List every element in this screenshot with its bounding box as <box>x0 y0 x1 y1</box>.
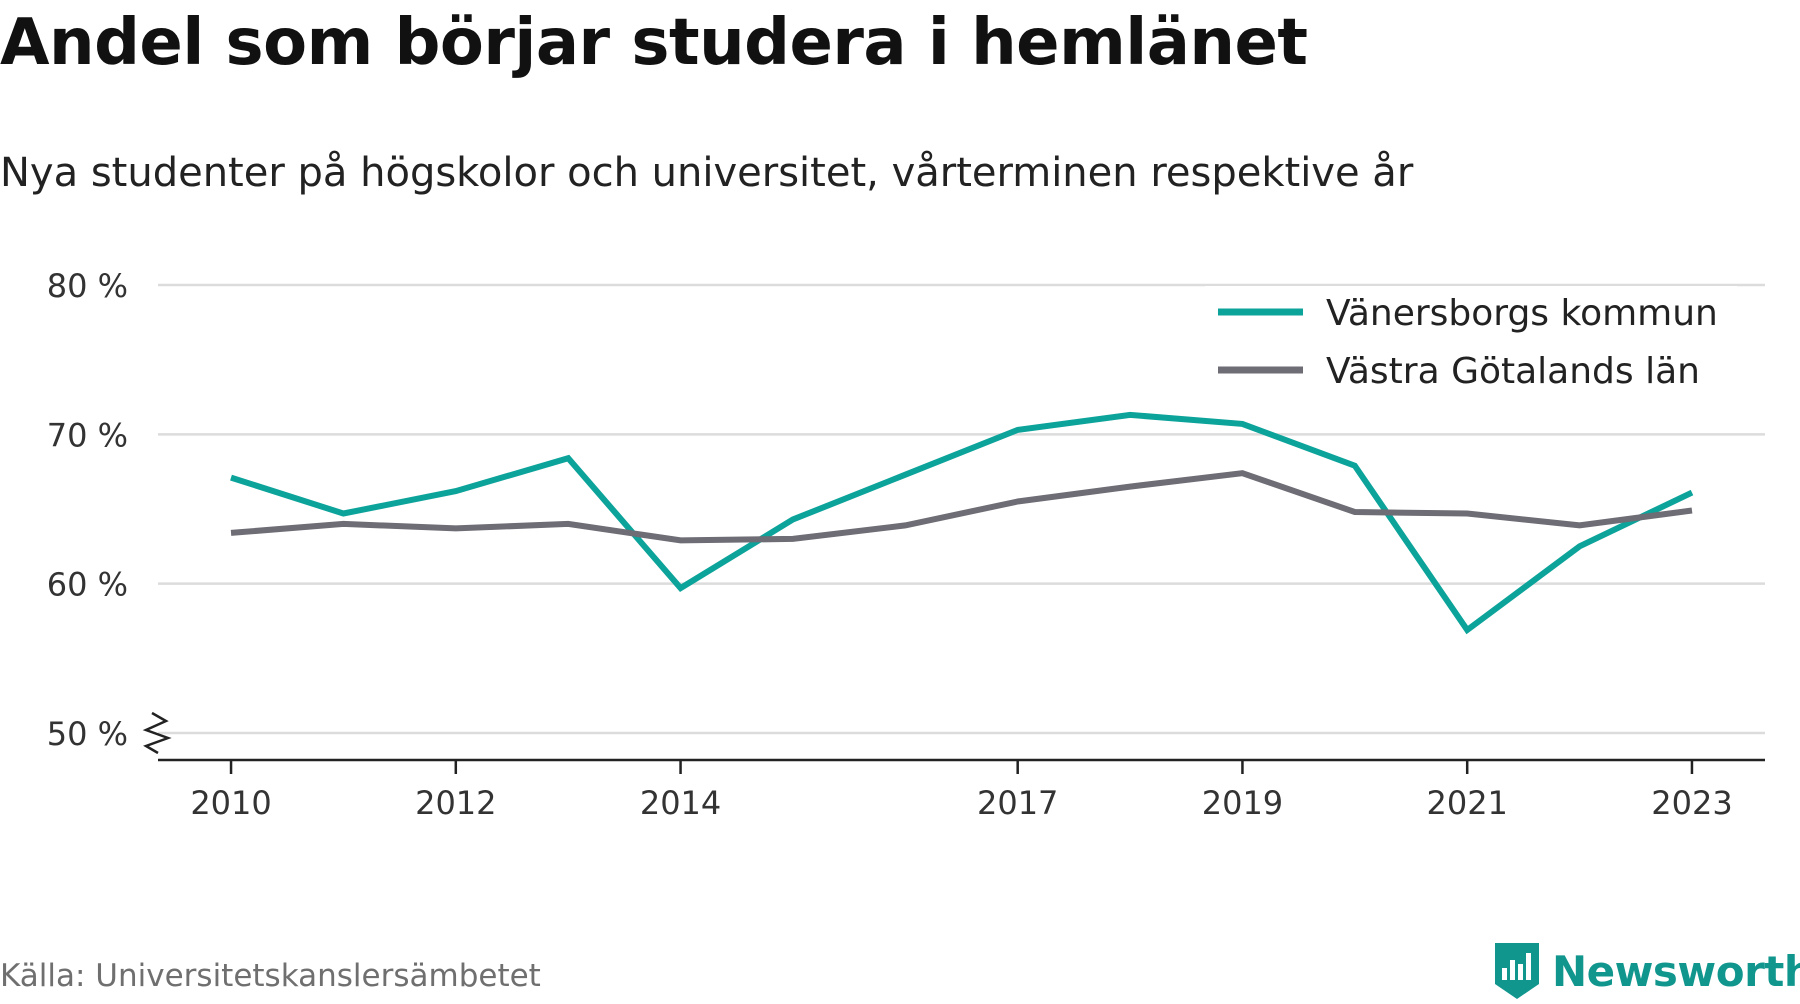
legend-label: Västra Götalands län <box>1326 351 1700 392</box>
x-tick-label: 2019 <box>1202 784 1283 822</box>
series-line-1 <box>230 470 1693 544</box>
x-tick-label: 2023 <box>1651 784 1732 822</box>
chart-title: Andel som börjar studera i hemlänet <box>0 6 1308 80</box>
series-lines <box>230 411 1694 635</box>
axis-break-icon <box>142 711 172 755</box>
x-tick-label: 2021 <box>1426 784 1507 822</box>
newsworthy-logo-icon <box>1495 943 1539 999</box>
legend: Vänersborgs kommun Västra Götalands län <box>1205 286 1737 410</box>
x-tick-label: 2014 <box>640 784 721 822</box>
y-tick-label: 50 % <box>47 715 128 753</box>
x-tick-label: 2017 <box>977 784 1058 822</box>
brand-logo: Newsworthy <box>1492 938 1800 1004</box>
x-tick-label: 2012 <box>415 784 496 822</box>
grid-lines <box>158 283 1765 735</box>
legend-label: Vänersborgs kommun <box>1326 293 1718 334</box>
axes: 50 % 60 % 70 % 80 % 2010 2012 2014 2017 2019 2021… <box>47 267 1765 822</box>
chart-subtitle: Nya studenter på högskolor och universit… <box>0 150 1414 196</box>
series-line-0 <box>230 411 1694 635</box>
y-tick-label: 60 % <box>47 566 128 604</box>
y-tick-label: 80 % <box>47 267 128 305</box>
legend-background <box>1205 286 1737 410</box>
y-tick-label: 70 % <box>47 416 128 454</box>
brand-name: Newsworthy <box>1552 946 1800 996</box>
x-tick-label: 2010 <box>190 784 271 822</box>
source-note: Källa: Universitetskanslersämbetet <box>0 958 541 994</box>
